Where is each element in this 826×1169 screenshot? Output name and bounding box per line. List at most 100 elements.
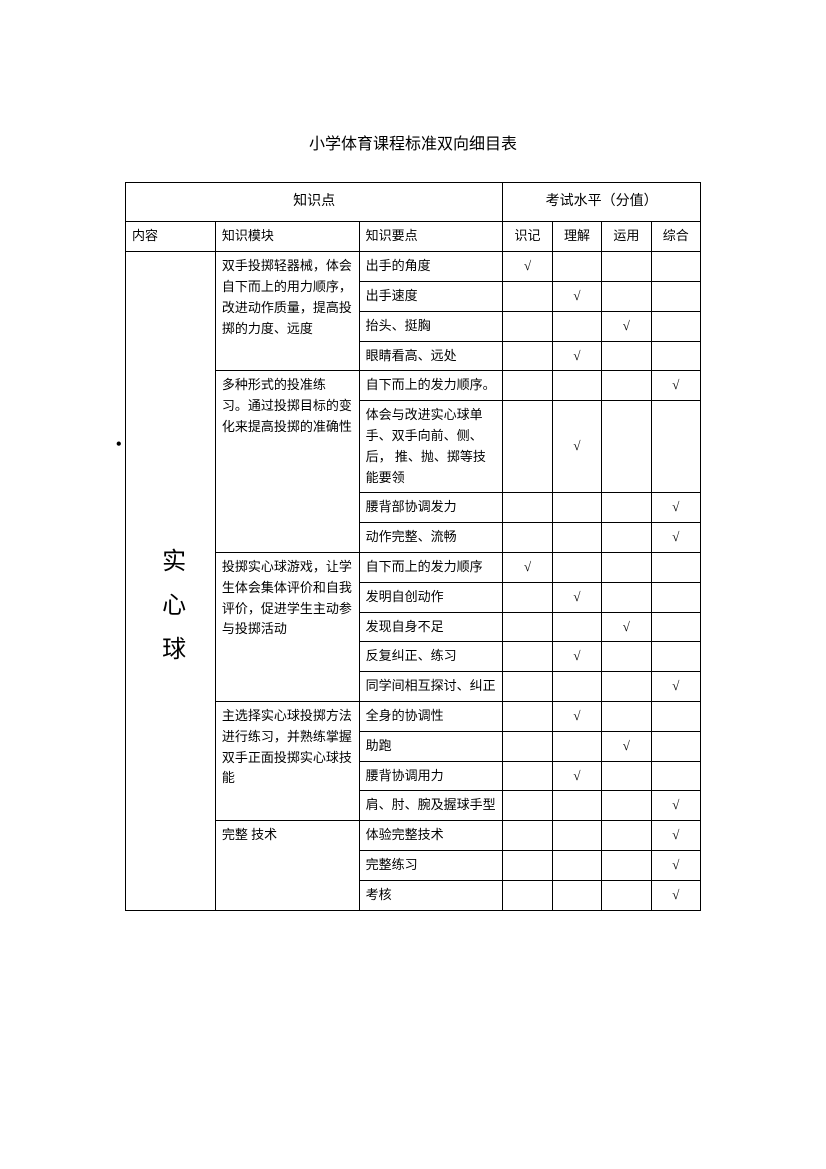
check-cell <box>651 552 700 582</box>
check-cell <box>503 612 552 642</box>
check-cell: √ <box>651 523 700 553</box>
check-cell <box>503 341 552 371</box>
check-cell: √ <box>651 850 700 880</box>
check-cell <box>602 850 651 880</box>
check-cell: √ <box>552 701 601 731</box>
curriculum-table: 知识点 考试水平（分值） 内容 知识模块 知识要点 识记 理解 运用 综合 •实… <box>125 182 701 911</box>
header-row-2: 内容 知识模块 知识要点 识记 理解 运用 综合 <box>126 222 701 252</box>
check-cell <box>503 311 552 341</box>
check-cell <box>503 493 552 523</box>
check-cell <box>651 341 700 371</box>
module-cell: 完整 技术 <box>215 821 359 910</box>
check-cell <box>503 371 552 401</box>
check-cell <box>602 761 651 791</box>
table-row: •实心球双手投掷轻器械，体会自下而上的用力顺序，改进动作质量，提高投掷的力度、远… <box>126 252 701 282</box>
check-cell <box>552 523 601 553</box>
check-cell: √ <box>651 672 700 702</box>
header-level4: 综合 <box>651 222 700 252</box>
point-cell: 肩、肘、腕及握球手型 <box>359 791 503 821</box>
point-cell: 完整练习 <box>359 850 503 880</box>
header-row-1: 知识点 考试水平（分值） <box>126 183 701 222</box>
check-cell <box>503 582 552 612</box>
check-cell <box>602 821 651 851</box>
check-cell <box>503 281 552 311</box>
page-title: 小学体育课程标准双向细目表 <box>125 130 701 154</box>
check-cell: √ <box>552 401 601 493</box>
check-cell <box>552 552 601 582</box>
header-level2: 理解 <box>552 222 601 252</box>
check-cell <box>651 281 700 311</box>
check-cell <box>602 791 651 821</box>
point-cell: 体会与改进实心球单 手、双手向前、侧、后， 推、抛、掷等技能要领 <box>359 401 503 493</box>
module-cell: 双手投掷轻器械，体会自下而上的用力顺序，改进动作质量，提高投掷的力度、远度 <box>215 252 359 371</box>
check-cell <box>552 880 601 910</box>
check-cell: √ <box>552 281 601 311</box>
check-cell <box>503 523 552 553</box>
point-cell: 自下而上的发力顺序。 <box>359 371 503 401</box>
point-cell: 发现自身不足 <box>359 612 503 642</box>
check-cell <box>503 731 552 761</box>
point-cell: 反复纠正、练习 <box>359 642 503 672</box>
check-cell: √ <box>552 341 601 371</box>
check-cell <box>503 791 552 821</box>
check-cell <box>602 523 651 553</box>
point-cell: 自下而上的发力顺序 <box>359 552 503 582</box>
check-cell: √ <box>651 791 700 821</box>
check-cell <box>552 672 601 702</box>
check-cell <box>602 281 651 311</box>
header-content: 内容 <box>126 222 216 252</box>
check-cell <box>552 791 601 821</box>
point-cell: 腰背部协调发力 <box>359 493 503 523</box>
check-cell <box>602 252 651 282</box>
point-cell: 动作完整、流畅 <box>359 523 503 553</box>
check-cell <box>602 642 651 672</box>
check-cell <box>552 612 601 642</box>
header-point: 知识要点 <box>359 222 503 252</box>
check-cell: √ <box>602 612 651 642</box>
check-cell <box>651 701 700 731</box>
header-module: 知识模块 <box>215 222 359 252</box>
check-cell <box>552 252 601 282</box>
check-cell <box>602 880 651 910</box>
point-cell: 出手的角度 <box>359 252 503 282</box>
check-cell <box>503 672 552 702</box>
check-cell <box>552 850 601 880</box>
check-cell <box>503 401 552 493</box>
point-cell: 同学间相互探讨、纠正 <box>359 672 503 702</box>
module-cell: 多种形式的投准练 习。通过投掷目标的变化来提高投掷的准确性 <box>215 371 359 553</box>
module-cell: 主选择实心球投掷方法进行练习，并熟练掌握双手正面投掷实心球技能 <box>215 701 359 820</box>
check-cell: √ <box>503 552 552 582</box>
check-cell <box>503 642 552 672</box>
check-cell: √ <box>552 642 601 672</box>
check-cell: √ <box>602 311 651 341</box>
check-cell: √ <box>651 371 700 401</box>
check-cell <box>552 493 601 523</box>
check-cell <box>651 252 700 282</box>
check-cell <box>602 701 651 731</box>
check-cell: √ <box>651 821 700 851</box>
header-level3: 运用 <box>602 222 651 252</box>
content-cell: •实心球 <box>126 252 216 910</box>
check-cell <box>552 311 601 341</box>
check-cell: √ <box>602 731 651 761</box>
check-cell: √ <box>503 252 552 282</box>
point-cell: 发明自创动作 <box>359 582 503 612</box>
point-cell: 全身的协调性 <box>359 701 503 731</box>
module-cell: 投掷实心球游戏，让学生体会集体评价和自我评价，促进学生主动参与投掷活动 <box>215 552 359 701</box>
check-cell <box>552 371 601 401</box>
check-cell <box>651 612 700 642</box>
check-cell <box>552 821 601 851</box>
check-cell <box>602 401 651 493</box>
check-cell <box>503 821 552 851</box>
check-cell <box>651 761 700 791</box>
header-level1: 识记 <box>503 222 552 252</box>
check-cell <box>602 582 651 612</box>
check-cell <box>503 880 552 910</box>
check-cell <box>602 371 651 401</box>
point-cell: 抬头、挺胸 <box>359 311 503 341</box>
point-cell: 眼睛看高、远处 <box>359 341 503 371</box>
check-cell <box>602 552 651 582</box>
point-cell: 腰背协调用力 <box>359 761 503 791</box>
check-cell: √ <box>651 880 700 910</box>
point-cell: 出手速度 <box>359 281 503 311</box>
